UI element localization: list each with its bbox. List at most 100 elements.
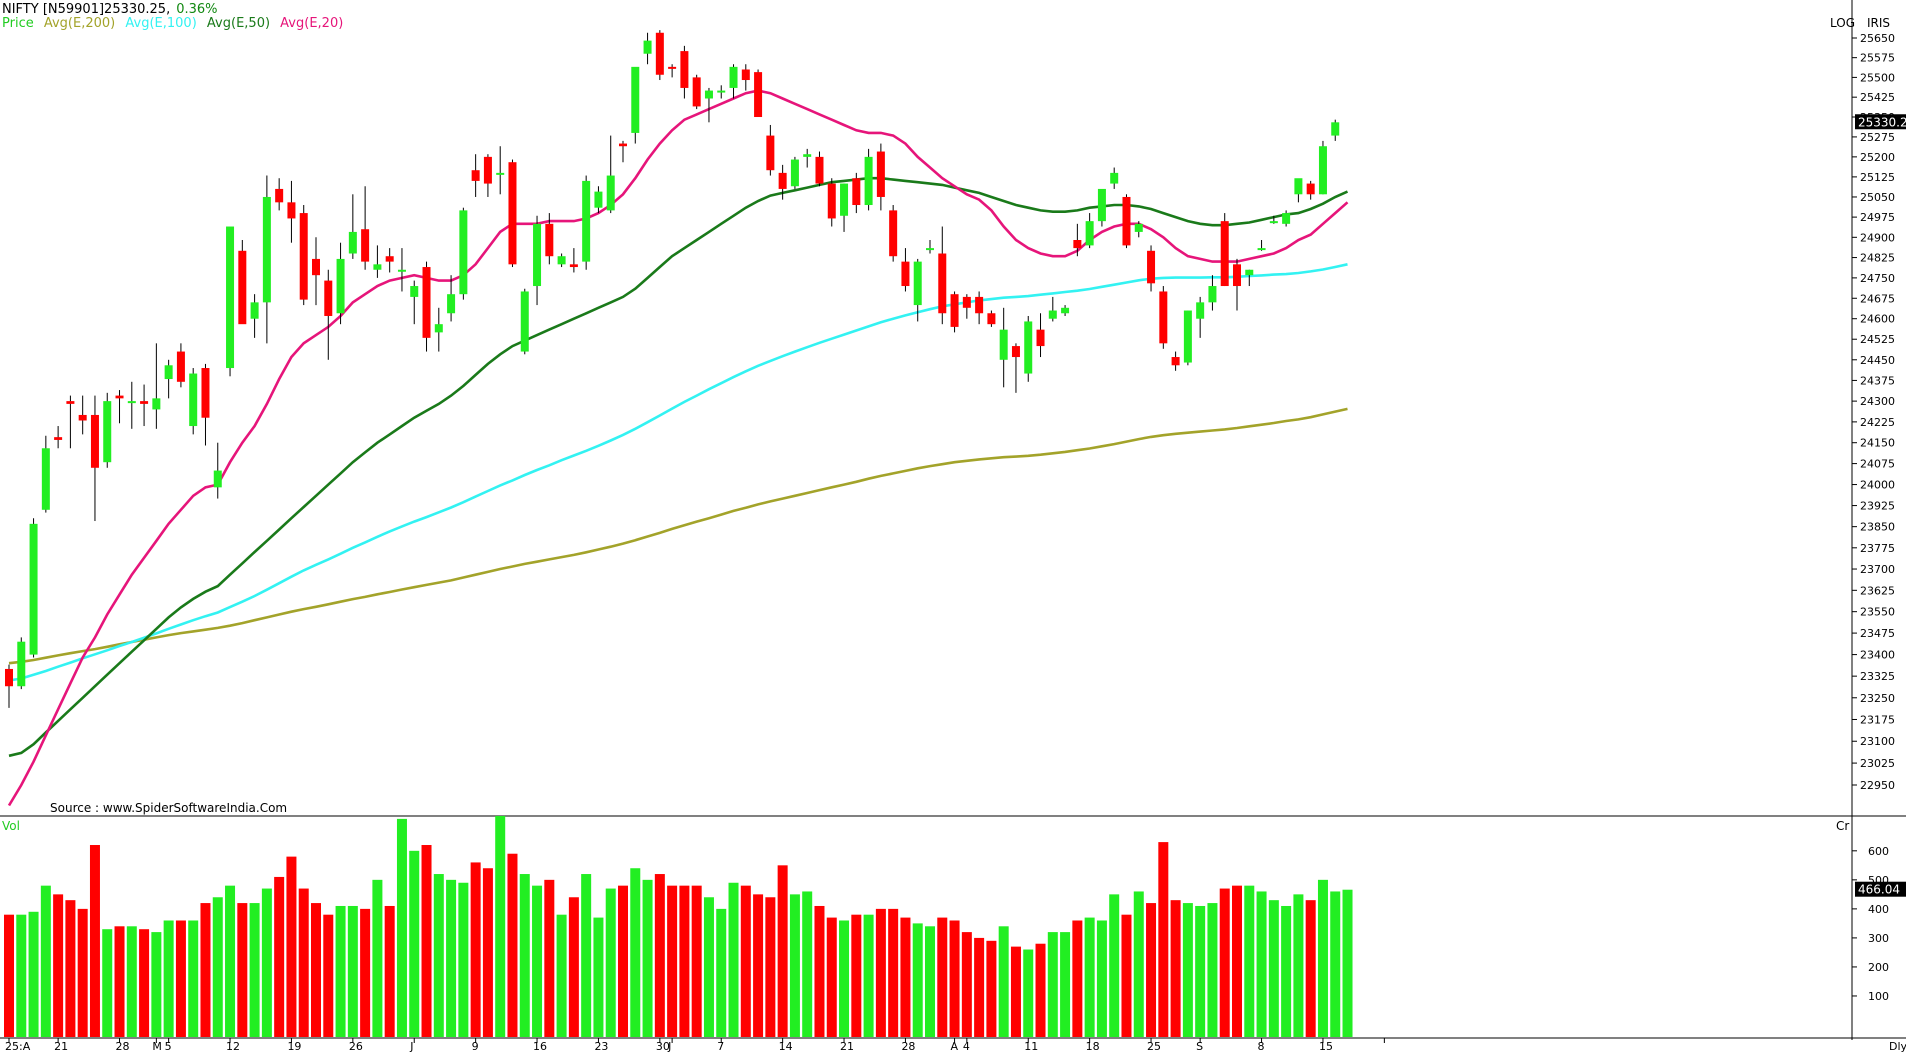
volume-bar bbox=[421, 845, 432, 1037]
volume-bar bbox=[974, 937, 985, 1037]
candle-body bbox=[1024, 321, 1033, 374]
price-axis-ticks: 2565025575255002542525350252752520025125… bbox=[1852, 32, 1895, 792]
header-title: NIFTY [N59901]25330.25, 0.36% bbox=[2, 2, 218, 17]
volume-pane-label: Vol bbox=[2, 819, 20, 833]
volume-bar bbox=[532, 885, 543, 1037]
volume-bar bbox=[728, 882, 739, 1037]
candle-body bbox=[103, 401, 112, 463]
volume-bar bbox=[1047, 932, 1058, 1037]
candle-body bbox=[1048, 310, 1057, 319]
candle-body bbox=[680, 51, 689, 88]
date-tick-label: 28 bbox=[901, 1040, 915, 1052]
date-tick-label: 26 bbox=[349, 1040, 363, 1052]
volume-bar bbox=[28, 911, 39, 1037]
candle-body bbox=[1257, 248, 1266, 251]
candle-body bbox=[226, 226, 235, 369]
volume-bar bbox=[65, 900, 76, 1037]
date-tick-label: 23 bbox=[594, 1040, 608, 1052]
candle-body bbox=[655, 32, 664, 75]
volume-bar bbox=[360, 908, 371, 1037]
legend-ema50: Avg(E,50) bbox=[207, 16, 270, 31]
candle-body bbox=[1245, 269, 1254, 276]
candle-body bbox=[889, 210, 898, 257]
candle-body bbox=[447, 294, 456, 314]
volume-unit-label: Cr bbox=[1836, 819, 1849, 833]
candle-body bbox=[1318, 146, 1327, 195]
candle-body bbox=[1171, 357, 1180, 366]
candle-body bbox=[496, 172, 505, 175]
volume-bar bbox=[826, 917, 837, 1037]
ema-line bbox=[7, 89, 1349, 807]
price-tick-label: 25425 bbox=[1860, 91, 1895, 104]
volume-bar bbox=[1330, 891, 1341, 1037]
candle-body bbox=[1073, 240, 1082, 249]
date-tick-label: Dly bbox=[1889, 1040, 1906, 1052]
volume-bar bbox=[1232, 885, 1242, 1037]
legend-row: Price Avg(E,200) Avg(E,100) Avg(E,50) Av… bbox=[2, 16, 343, 31]
volume-bar bbox=[593, 917, 604, 1037]
volume-bar bbox=[1010, 946, 1021, 1037]
volume-bar bbox=[618, 885, 628, 1037]
candle-body bbox=[238, 250, 247, 325]
volume-bar bbox=[175, 920, 186, 1037]
candle-body bbox=[926, 248, 934, 251]
price-tick-label: 25275 bbox=[1860, 131, 1895, 144]
candle-body bbox=[520, 291, 529, 352]
volume-tick-label: 100 bbox=[1868, 990, 1889, 1003]
candle-body bbox=[17, 641, 26, 687]
volume-bar bbox=[102, 929, 113, 1037]
price-tick-label: 24300 bbox=[1860, 395, 1895, 408]
candle-body bbox=[1036, 329, 1045, 347]
volume-bar bbox=[311, 903, 321, 1037]
change-label: 0.36% bbox=[176, 2, 217, 17]
candle-body bbox=[913, 261, 922, 306]
volume-bar bbox=[53, 894, 64, 1037]
candle-body bbox=[434, 324, 443, 333]
candle-body bbox=[790, 159, 799, 187]
volume-bar bbox=[384, 905, 395, 1037]
volume-bar bbox=[1317, 879, 1328, 1037]
candle-body bbox=[140, 401, 149, 404]
date-tick-label: 21 bbox=[54, 1040, 68, 1052]
candle-body bbox=[569, 264, 578, 268]
candle-body bbox=[1134, 223, 1143, 232]
volume-bar bbox=[507, 853, 518, 1037]
candle-body bbox=[115, 395, 124, 399]
candle-body bbox=[840, 183, 849, 216]
price-tick-label: 24450 bbox=[1860, 354, 1895, 367]
volume-bar bbox=[409, 850, 420, 1037]
volume-bar bbox=[949, 920, 960, 1037]
price-tick-label: 25125 bbox=[1860, 171, 1895, 184]
candle-body bbox=[385, 256, 394, 262]
volume-bar bbox=[114, 926, 125, 1037]
price-tick-label: 22950 bbox=[1860, 779, 1895, 792]
candle-body bbox=[471, 170, 480, 181]
volume-bar bbox=[1023, 949, 1034, 1037]
candle-body bbox=[66, 401, 75, 404]
candle-body bbox=[876, 151, 885, 197]
date-tick-label: M bbox=[152, 1040, 162, 1052]
candle-body bbox=[1233, 264, 1241, 287]
candle-body bbox=[582, 180, 591, 262]
price-tick-label: 23175 bbox=[1860, 713, 1895, 726]
volume-bar bbox=[261, 888, 272, 1037]
candle-body bbox=[533, 223, 542, 287]
volume-bar bbox=[740, 885, 751, 1037]
candle-body bbox=[1110, 172, 1119, 184]
volume-bar bbox=[249, 903, 260, 1037]
price-tick-label: 23775 bbox=[1860, 542, 1895, 555]
volume-bar bbox=[1072, 920, 1083, 1037]
volume-bar bbox=[839, 920, 850, 1037]
volume-bars bbox=[4, 815, 1353, 1037]
price-tick-label: 25500 bbox=[1860, 71, 1895, 84]
volume-bar bbox=[667, 885, 678, 1037]
price-tick-label: 23325 bbox=[1860, 670, 1895, 683]
candle-body bbox=[1011, 346, 1020, 358]
date-tick-label: 18 bbox=[1086, 1040, 1100, 1052]
volume-bar bbox=[1244, 885, 1255, 1037]
candle-body bbox=[754, 72, 763, 118]
candle-body bbox=[815, 156, 824, 184]
price-tick-label: 23025 bbox=[1860, 757, 1895, 770]
price-tick-label: 24150 bbox=[1860, 437, 1895, 450]
